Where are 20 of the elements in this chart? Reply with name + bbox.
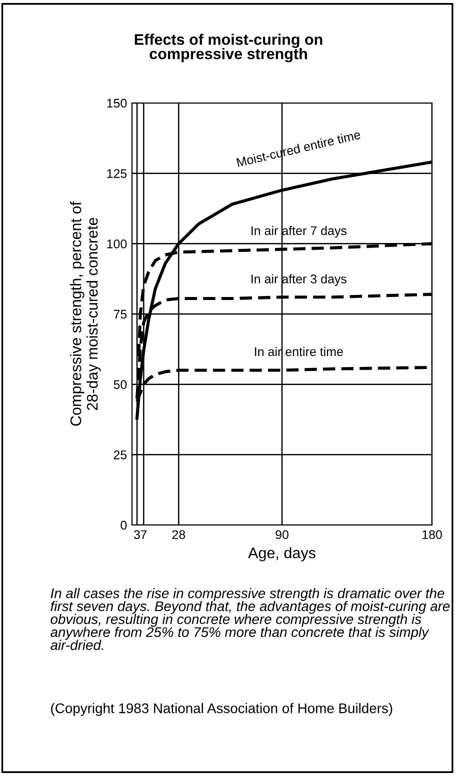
series-label: In air entire time bbox=[255, 346, 343, 356]
y-tick-label: 75 bbox=[114, 310, 127, 319]
x-tick-label: 7 bbox=[140, 530, 147, 539]
series-label: In air after 3 days bbox=[252, 274, 347, 286]
x-axis-title: Age, days bbox=[248, 547, 316, 562]
x-tick-label: 3 bbox=[134, 530, 140, 540]
y-tick-label: 125 bbox=[107, 169, 127, 178]
text: (Copyright 1983 National Association of Home Builders) bbox=[51, 703, 392, 716]
y-tick-label: 25 bbox=[114, 450, 127, 460]
x-tick-label: 90 bbox=[276, 530, 288, 540]
x-tick-label: 28 bbox=[172, 530, 186, 540]
y-axis-title: Compressive strength, percent of 28-day moist-cured concrete bbox=[70, 201, 101, 426]
y-tick-label: 0 bbox=[120, 520, 127, 530]
chart-title: Effects of moist-curing on compressive strength bbox=[134, 34, 322, 62]
y-tick-label: 100 bbox=[107, 239, 127, 248]
y-tick-label: 150 bbox=[107, 98, 127, 108]
x-tick-label: 180 bbox=[422, 530, 442, 540]
y-tick-label: 50 bbox=[114, 380, 127, 389]
series-label: In air after 7 days bbox=[252, 226, 347, 238]
text: In all cases the rise in compressive strength is dramatic over the first seven days. Beyond that, the advantages of moist-curing are obvious, resulting in concrete where compressive strength is anywhere from 25% to 75% more than concrete that is simply air-dried. bbox=[50, 588, 450, 650]
